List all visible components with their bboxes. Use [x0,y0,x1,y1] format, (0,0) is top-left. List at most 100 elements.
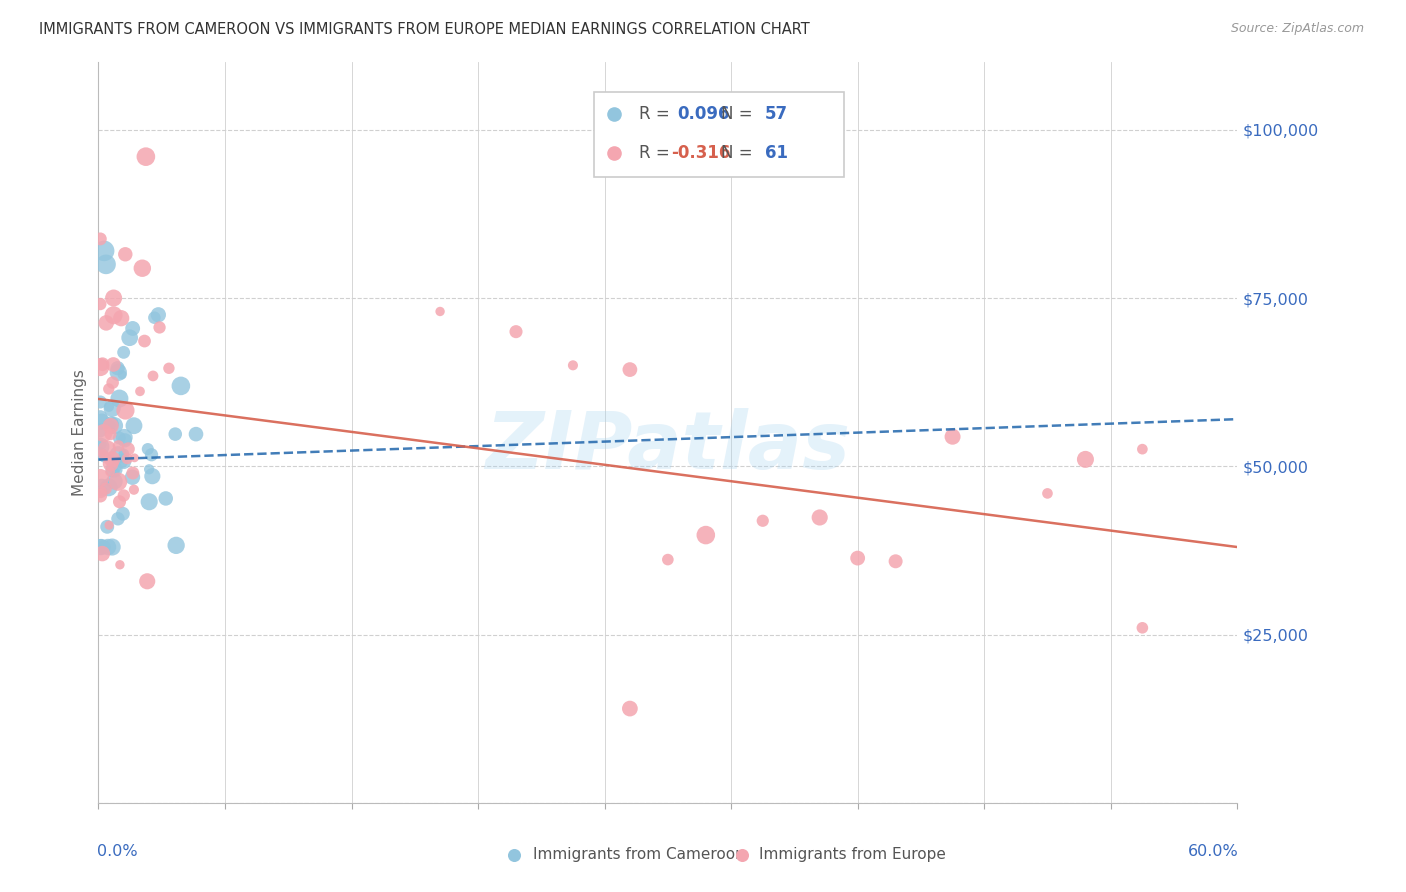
Point [136,442,159,456]
Point [89,297,111,311]
Point [89,395,111,409]
Point [108,495,131,509]
Point [505,325,527,339]
FancyBboxPatch shape [593,92,845,178]
Point [131,261,153,276]
Point [89,440,111,454]
Point [114,247,136,261]
Point [91,547,114,561]
Point [948,796,970,810]
Point [165,538,187,552]
Point [115,451,138,466]
Point [96,316,118,330]
Point [97,382,120,396]
Point [89,471,111,485]
Point [101,401,124,416]
Point [122,418,145,433]
Point [1132,442,1154,457]
Point [89,232,111,246]
Point [90,485,112,500]
Point [100,419,122,434]
Text: R =: R = [640,144,675,161]
Text: 0.096: 0.096 [676,105,730,123]
Point [93,540,115,554]
Point [112,488,135,502]
Point [97,400,120,414]
Point [100,427,122,442]
Point [136,574,159,589]
Point [100,417,122,431]
Point [110,311,132,326]
Point [103,358,125,372]
Point [657,552,679,566]
Point [96,442,118,457]
Point [695,528,717,542]
Point [429,304,451,318]
Point [97,480,120,494]
Point [170,379,193,393]
Point [114,403,136,417]
Point [134,334,156,348]
Point [93,426,115,441]
Point [118,331,141,345]
Point [103,308,125,322]
Point [884,554,907,568]
Point [129,384,152,399]
Text: 60.0%: 60.0% [1188,844,1239,858]
Point [112,447,135,461]
Point [1132,621,1154,635]
Point [101,540,124,554]
Point [117,442,139,456]
Point [98,518,121,533]
Point [148,320,170,334]
Point [112,454,135,468]
Point [122,483,145,497]
Point [90,415,112,429]
Y-axis label: Median Earnings: Median Earnings [72,369,87,496]
Point [104,465,127,479]
Point [1160,796,1182,810]
Point [107,475,129,489]
Point [942,430,965,444]
Point [121,466,143,480]
Point [121,470,143,484]
Point [90,481,112,495]
Point [94,257,117,271]
Text: ZIPatlas: ZIPatlas [485,409,851,486]
Point [1036,486,1059,500]
Point [108,392,131,406]
Text: 61: 61 [765,144,787,161]
Text: 57: 57 [765,105,787,123]
Point [142,368,165,383]
Point [107,512,129,526]
Point [112,430,135,444]
Point [101,376,124,390]
Point [619,701,641,715]
Point [112,345,135,359]
Point [619,362,641,376]
Text: -0.316: -0.316 [671,144,731,161]
Point [107,439,129,453]
Point [1074,452,1097,467]
Point [846,551,869,566]
Point [107,365,129,379]
Text: IMMIGRANTS FROM CAMEROON VS IMMIGRANTS FROM EUROPE MEDIAN EARNINGS CORRELATION C: IMMIGRANTS FROM CAMEROON VS IMMIGRANTS F… [39,22,810,37]
Point [752,514,775,528]
Text: Immigrants from Europe: Immigrants from Europe [759,847,946,863]
Point [148,308,170,322]
Point [89,447,111,461]
Point [111,507,134,521]
Point [91,438,114,452]
Point [89,489,111,503]
Point [157,361,180,376]
Point [114,434,136,448]
Point [143,310,166,325]
Point [103,291,125,305]
Point [111,368,134,382]
Point [138,495,160,509]
Text: N =: N = [721,105,758,123]
Text: 0.0%: 0.0% [97,844,138,858]
Point [90,540,112,554]
Point [165,427,187,442]
Point [96,520,118,534]
